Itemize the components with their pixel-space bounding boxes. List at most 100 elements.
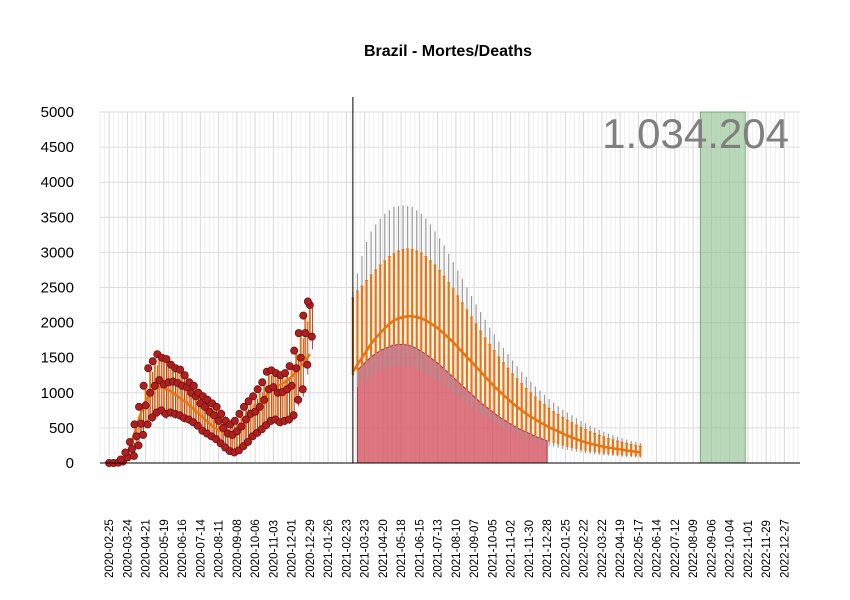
observed-point-high	[144, 364, 153, 373]
observed-point-high	[299, 311, 308, 320]
observed-point-high	[303, 297, 312, 306]
x-tick-label: 2020-08-11	[214, 520, 226, 578]
y-tick-label: 4500	[41, 139, 74, 156]
y-tick-label: 2000	[41, 315, 74, 332]
observed-point	[200, 402, 209, 411]
observed-point-low	[134, 441, 143, 450]
observed-point-low	[298, 385, 307, 394]
x-tick-label: 2020-03-24	[122, 519, 134, 578]
observed-point-high	[139, 381, 148, 390]
observed-point-low	[307, 332, 316, 341]
observed-point-high	[121, 448, 130, 457]
observed-point	[241, 415, 250, 424]
x-tick-label: 2020-12-29	[305, 519, 317, 578]
observed-points	[105, 297, 316, 467]
y-tick-labels: 0 500 1000 1500 2000 2500 3000 3500 4000 4500 5000	[41, 104, 74, 472]
observed-point-high	[235, 409, 244, 418]
forecast-median-line	[351, 315, 641, 454]
x-tick-label: 2022-08-09	[688, 519, 700, 578]
x-tick-label: 2022-04-19	[615, 519, 627, 578]
x-tick-label: 2020-02-25	[104, 519, 116, 578]
observed-point-high	[217, 409, 226, 418]
x-tick-label: 2021-01-26	[323, 519, 335, 578]
y-tick-label: 3000	[41, 244, 74, 261]
x-tick-label: 2022-05-17	[633, 519, 645, 578]
x-tick-label: 2022-06-14	[652, 519, 664, 578]
observed-point	[219, 423, 228, 432]
observed-point-high	[258, 378, 267, 387]
observed-point-high	[230, 416, 239, 425]
x-tick-label: 2020-07-14	[195, 519, 207, 578]
observed-point-low	[148, 413, 157, 422]
observed-point	[127, 444, 136, 453]
x-tick-label: 2022-09-06	[706, 519, 718, 578]
y-tick-label: 4000	[41, 174, 74, 191]
chart-title: Brazil - Mortes/Deaths	[364, 43, 532, 60]
observed-point-high	[176, 365, 185, 374]
x-tick-label: 2021-02-23	[341, 519, 353, 578]
y-tick-label: 3500	[41, 209, 74, 226]
observed-point	[141, 401, 150, 410]
x-tick-label: 2020-12-01	[287, 519, 299, 578]
y-tick-label: 500	[49, 420, 74, 437]
total-deaths-annotation: 1.034.204	[602, 110, 789, 157]
x-tick-label: 2021-03-23	[360, 519, 372, 578]
observed-point	[132, 432, 141, 441]
observed-point-low	[139, 430, 148, 439]
observed-point-high	[253, 385, 262, 394]
forecast-interval-bars	[351, 248, 642, 457]
observed-point	[150, 381, 159, 390]
observed-point	[146, 388, 155, 397]
x-tick-label: 2022-12-27	[779, 519, 791, 578]
observed-point-high	[239, 402, 248, 411]
observed-point-high	[180, 371, 189, 380]
axes	[100, 97, 800, 464]
observed-point	[287, 381, 296, 390]
x-tick-label: 2022-01-25	[560, 519, 572, 578]
observed-point-high	[125, 437, 134, 446]
observed-point-high	[189, 381, 198, 390]
observed-point	[137, 419, 146, 428]
x-tick-label: 2021-04-20	[378, 519, 390, 578]
x-tick-label: 2021-09-07	[469, 519, 481, 578]
x-tick-label: 2022-07-12	[670, 519, 682, 578]
observed-point-high	[148, 357, 157, 366]
x-tick-label: 2021-08-10	[451, 519, 463, 578]
observed-point-high	[135, 402, 144, 411]
x-tick-label: 2020-06-16	[177, 519, 189, 578]
observed-point	[214, 416, 223, 425]
y-tick-label: 0	[66, 455, 74, 472]
observed-point-high	[249, 392, 258, 401]
x-tick-label: 2022-11-29	[761, 520, 773, 578]
x-tick-labels: 2020-02-25 2020-03-24 2020-04-21 2020-05-19…	[104, 519, 791, 578]
x-tick-label: 2022-02-22	[579, 519, 591, 578]
x-tick-label: 2021-07-13	[433, 519, 445, 578]
x-tick-label: 2021-12-28	[542, 519, 554, 578]
x-tick-label: 2021-10-05	[487, 519, 499, 578]
observed-point-low	[143, 420, 152, 429]
y-tick-label: 5000	[41, 104, 74, 121]
green-shaded-region	[699, 111, 746, 464]
observed-point-low	[243, 437, 252, 446]
x-tick-label: 2021-06-15	[414, 519, 426, 578]
x-tick-label: 2022-10-04	[725, 519, 737, 578]
x-tick-label: 2021-11-30	[524, 520, 536, 578]
x-tick-label: 2020-09-08	[232, 519, 244, 578]
observed-point	[255, 402, 264, 411]
observed-point-high	[116, 455, 125, 464]
observed-point-high	[285, 362, 294, 371]
observed-point	[292, 364, 301, 373]
observed-point-high	[130, 420, 139, 429]
observed-point	[269, 383, 278, 392]
x-tick-label: 2020-11-03	[268, 520, 280, 578]
x-tick-label: 2021-11-02	[506, 520, 518, 578]
observed-point	[260, 395, 269, 404]
x-tick-label: 2020-04-21	[141, 519, 153, 578]
x-tick-label: 2022-11-01	[743, 520, 755, 578]
observed-point-low	[129, 451, 138, 460]
observed-point-low	[294, 395, 303, 404]
observed-point-high	[281, 369, 290, 378]
observed-point-low	[303, 360, 312, 369]
observed-point-low	[289, 411, 298, 420]
